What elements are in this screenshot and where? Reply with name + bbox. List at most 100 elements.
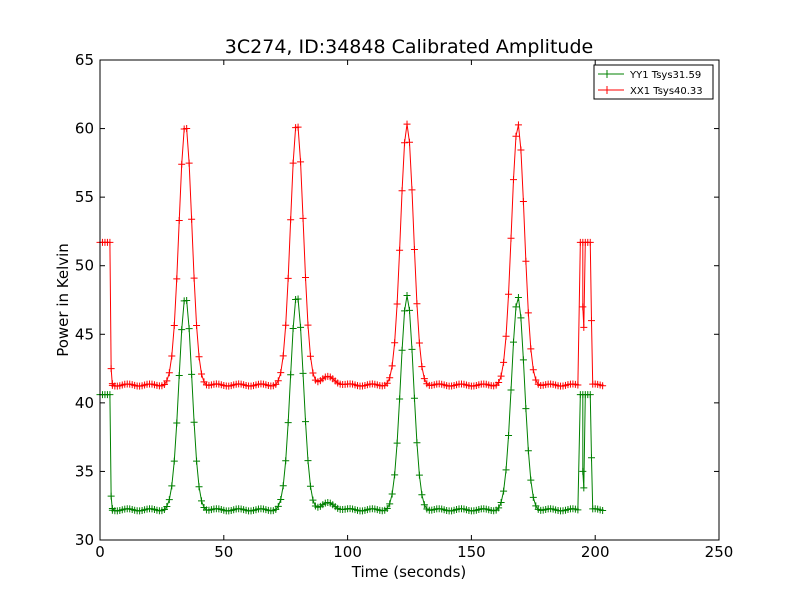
axes-frame	[99, 59, 720, 541]
data-point	[309, 369, 317, 377]
y-tick-label: 45	[75, 325, 94, 343]
data-point	[403, 120, 411, 128]
data-point	[297, 323, 305, 331]
y-tick-label: 30	[75, 531, 94, 549]
x-axis-label: Time (seconds)	[351, 563, 467, 581]
data-point	[165, 496, 173, 504]
data-point	[190, 418, 198, 426]
series-markers-1	[96, 120, 607, 390]
data-point	[391, 471, 399, 479]
legend-label-xx1: XX1 Tsys40.33	[630, 86, 703, 97]
data-point	[185, 159, 193, 167]
data-point	[393, 439, 401, 447]
axes: 0 50 100 150 200 250 30 35 40 45 50 55 60 65	[75, 51, 733, 561]
data-point	[420, 375, 428, 383]
y-axis-label: Power in Kelvin	[54, 243, 72, 357]
series-markers-0	[96, 292, 607, 515]
x-tick-label: 100	[333, 543, 362, 561]
x-tick-label: 200	[581, 543, 610, 561]
data-point	[284, 274, 292, 282]
data-point	[383, 504, 391, 512]
data-point	[272, 380, 280, 388]
data-point	[579, 467, 587, 475]
data-point	[297, 158, 305, 166]
data-point	[527, 345, 535, 353]
data-point	[178, 160, 186, 168]
data-point	[274, 502, 282, 510]
data-point	[306, 482, 314, 490]
data-point	[284, 419, 292, 427]
data-point	[304, 321, 312, 329]
data-point	[529, 493, 537, 501]
data-point	[183, 125, 191, 133]
data-point	[107, 365, 115, 373]
data-point	[507, 234, 515, 242]
data-point	[195, 353, 203, 361]
data-point	[406, 138, 413, 146]
data-point	[529, 366, 537, 374]
data-point	[579, 303, 587, 311]
data-point	[388, 490, 396, 498]
data-point	[107, 492, 115, 500]
legend: YY1 Tsys31.59 XX1 Tsys40.33	[593, 64, 714, 100]
x-tick-label: 0	[95, 543, 105, 561]
data-point	[514, 121, 522, 129]
data-point	[519, 198, 527, 206]
y-tick-label: 50	[75, 257, 94, 275]
data-point	[188, 370, 196, 378]
data-point	[287, 216, 295, 224]
data-point	[279, 482, 287, 490]
data-point	[509, 338, 517, 346]
data-point	[173, 419, 181, 427]
data-point	[302, 273, 310, 281]
data-point	[178, 326, 186, 334]
data-point	[413, 439, 421, 447]
legend-label-yy1: YY1 Tsys31.59	[629, 70, 701, 81]
data-point	[175, 216, 183, 224]
data-point	[495, 379, 503, 387]
data-point	[168, 482, 176, 490]
data-point	[282, 321, 290, 329]
data-point	[599, 507, 607, 515]
data-point	[279, 352, 287, 360]
data-point	[163, 502, 171, 510]
y-tick-label: 65	[75, 51, 94, 69]
data-point	[406, 306, 413, 314]
data-point	[524, 309, 532, 317]
data-point	[289, 325, 297, 333]
data-point	[398, 187, 406, 195]
legend-box	[593, 64, 714, 100]
data-point	[574, 506, 582, 514]
data-point	[386, 500, 394, 508]
data-point	[512, 132, 520, 140]
data-point	[396, 395, 404, 403]
data-point	[195, 483, 203, 491]
data-point	[599, 382, 607, 390]
data-point	[415, 339, 423, 347]
data-point	[500, 358, 508, 366]
data-point	[309, 496, 317, 504]
data-point	[173, 275, 181, 283]
data-point	[512, 303, 520, 311]
data-point	[165, 369, 173, 377]
data-point	[383, 379, 391, 387]
data-point	[532, 502, 540, 510]
chart-title: 3C274, ID:34848 Calibrated Amplitude	[225, 36, 593, 58]
data-point	[502, 332, 510, 340]
data-point	[524, 447, 532, 455]
data-point	[413, 300, 421, 308]
data-point	[193, 322, 201, 330]
data-point	[282, 457, 290, 465]
y-tick-label: 40	[75, 394, 94, 412]
data-point	[527, 476, 535, 484]
data-point	[403, 292, 411, 300]
data-point	[532, 376, 540, 384]
data-point	[418, 491, 426, 499]
data-point	[391, 339, 399, 347]
data-point	[289, 159, 297, 167]
data-point	[393, 300, 401, 308]
y-tick-label: 35	[75, 462, 94, 480]
data-point	[408, 186, 416, 194]
y-tick-label: 55	[75, 188, 94, 206]
